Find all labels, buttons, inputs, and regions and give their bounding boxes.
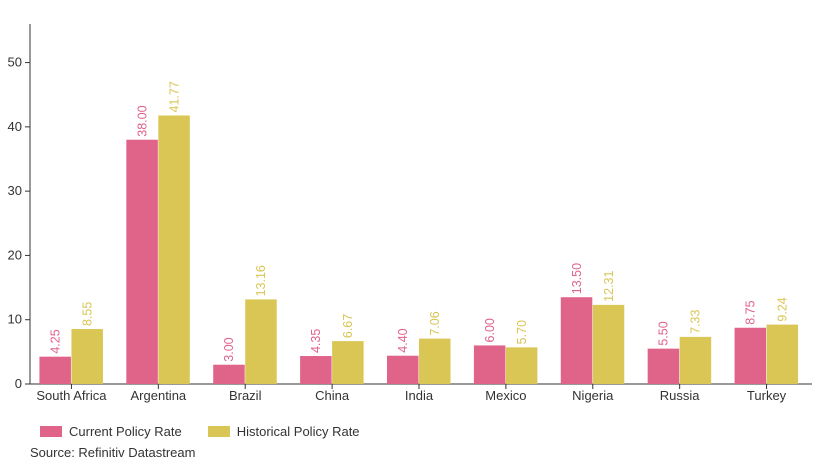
data-label-historical: 13.16	[254, 265, 268, 296]
x-tick-label: Turkey	[747, 388, 787, 403]
bar-historical	[245, 299, 277, 384]
data-label-current: 8.75	[744, 300, 758, 324]
y-tick-label: 10	[8, 312, 22, 327]
data-label-current: 3.00	[222, 337, 236, 361]
bar-current	[647, 348, 680, 384]
data-label-current: 38.00	[135, 105, 149, 136]
data-label-historical: 7.06	[428, 311, 442, 335]
bar-chart: 0 10 20 30 40 50 South Africa 4.25 8.55 Argentina…	[8, 24, 812, 403]
y-tick-label: 40	[8, 119, 22, 134]
y-tick-label: 30	[8, 183, 22, 198]
data-label-current: 4.25	[48, 329, 62, 353]
bar-current	[734, 327, 767, 384]
data-label-historical: 7.33	[689, 310, 703, 334]
bar-current	[126, 139, 158, 384]
bar-historical	[766, 324, 799, 384]
x-tick-label: Mexico	[485, 388, 526, 403]
bar-historical	[332, 341, 364, 384]
data-label-historical: 8.55	[80, 302, 94, 326]
x-tick-label: Russia	[660, 388, 701, 403]
bar-historical	[158, 115, 190, 384]
legend-item-historical: Historical Policy Rate	[207, 424, 360, 439]
legend-item-current: Current Policy Rate	[40, 424, 182, 439]
y-tick-label: 0	[15, 376, 22, 391]
data-label-historical: 41.77	[167, 81, 181, 112]
x-tick-label: Argentina	[131, 388, 187, 403]
x-tick-label: India	[405, 388, 434, 403]
legend-label-historical: Historical Policy Rate	[236, 424, 360, 439]
x-tick-label: China	[315, 388, 350, 403]
bar-historical	[592, 304, 625, 384]
legend-swatch-current	[40, 426, 62, 437]
data-label-current: 4.40	[396, 328, 410, 352]
data-label-historical: 9.24	[776, 297, 790, 321]
data-label-historical: 12.31	[602, 271, 616, 302]
y-tick-label: 50	[8, 55, 22, 70]
data-label-current: 5.50	[657, 321, 671, 345]
bar-historical	[419, 338, 451, 384]
legend-label-current: Current Policy Rate	[69, 424, 182, 439]
bar-current	[473, 345, 506, 384]
bar-current	[39, 356, 71, 384]
bar-current	[387, 355, 419, 384]
data-label-current: 4.35	[309, 329, 323, 353]
bar-historical	[71, 329, 103, 384]
data-label-historical: 5.70	[515, 320, 529, 344]
x-tick-label: Nigeria	[572, 388, 614, 403]
legend-swatch-historical	[207, 426, 230, 437]
data-label-historical: 6.67	[341, 314, 355, 338]
y-tick-label: 20	[8, 247, 22, 262]
bar-current	[213, 364, 245, 384]
x-tick-label: South Africa	[36, 388, 107, 403]
bar-current	[560, 297, 593, 384]
source-note: Source: Refinitiv Datastream	[30, 445, 196, 460]
x-tick-label: Brazil	[229, 388, 262, 403]
bar-current	[300, 356, 332, 384]
bar-historical	[505, 347, 538, 384]
bar-historical	[679, 336, 712, 384]
legend: Current Policy Rate Historical Policy Ra…	[40, 424, 360, 439]
data-label-current: 13.50	[570, 263, 584, 294]
data-label-current: 6.00	[483, 318, 497, 342]
